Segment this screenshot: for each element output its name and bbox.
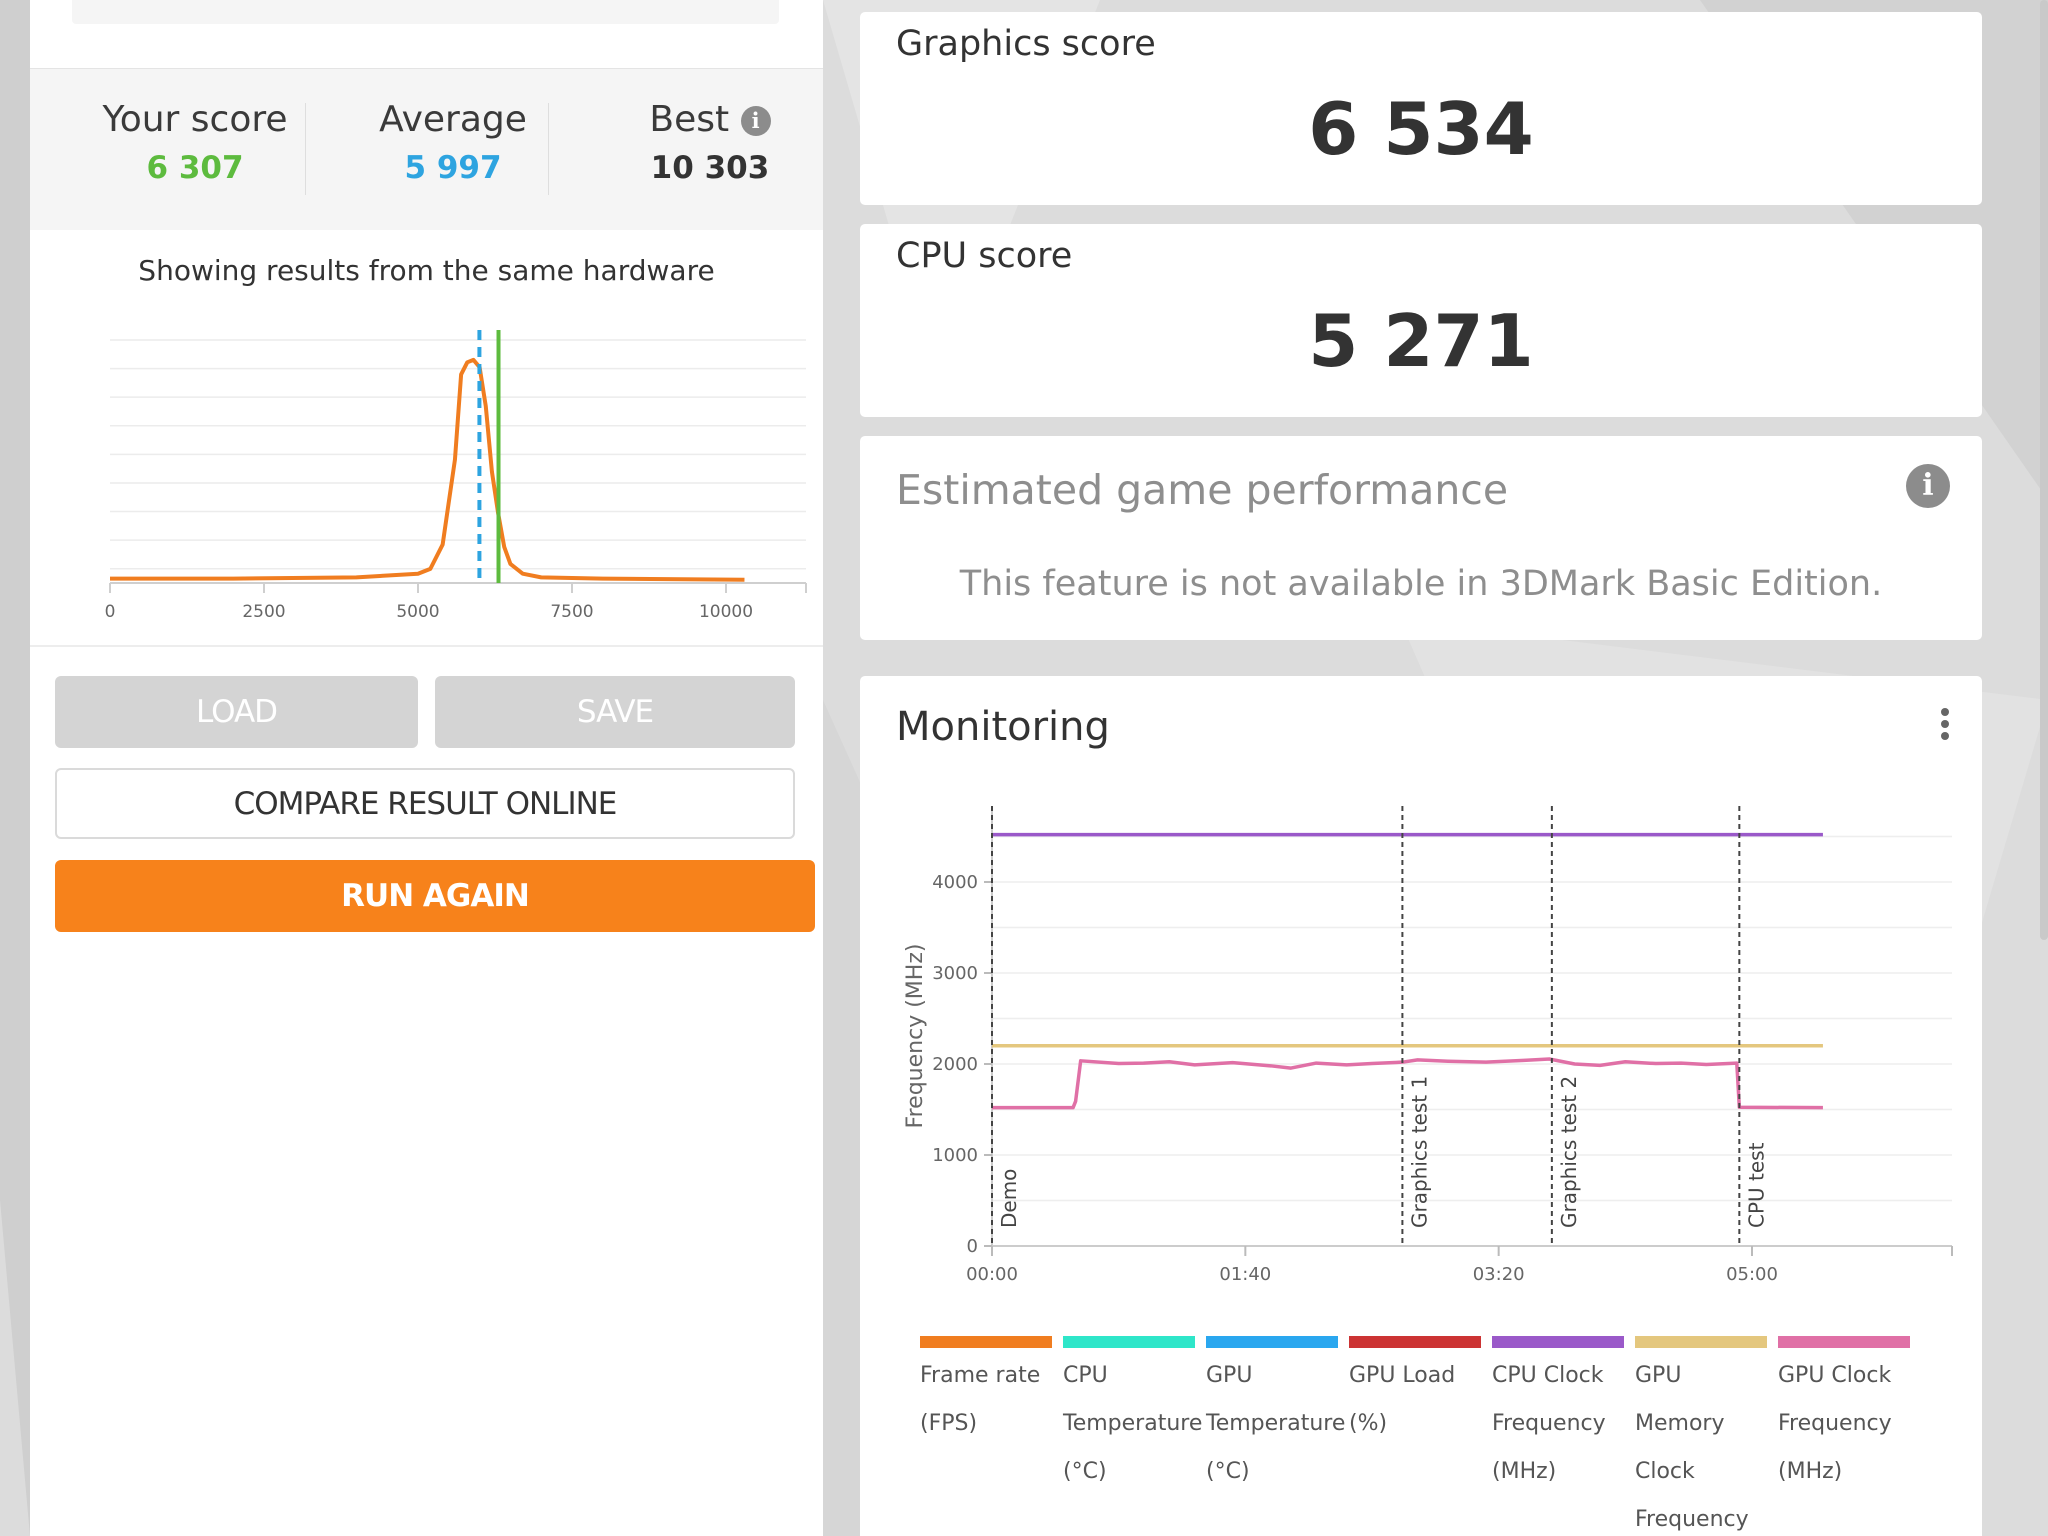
test-marker-label: Graphics test 2 bbox=[1557, 1076, 1581, 1228]
y-tick-label: 2000 bbox=[932, 1054, 978, 1075]
legend-swatch bbox=[1635, 1336, 1767, 1348]
x-tick-label: 7500 bbox=[550, 602, 593, 622]
test-marker-label: CPU test bbox=[1744, 1142, 1768, 1228]
legend-swatch bbox=[1206, 1336, 1338, 1348]
legend-item[interactable]: GPU Load (%) bbox=[1349, 1336, 1481, 1448]
column-separator bbox=[548, 103, 549, 195]
load-button[interactable]: LOAD bbox=[55, 676, 418, 748]
best-value: 10 303 bbox=[650, 150, 770, 186]
graphics-score-card: Graphics score 6 534 bbox=[860, 12, 1982, 205]
test-marker-label: Demo bbox=[997, 1169, 1021, 1228]
result-summary-panel: Your score 6 307 Average 5 997 Best i 10… bbox=[30, 0, 823, 1536]
best-score: Best i 10 303 bbox=[595, 99, 825, 186]
monitoring-title: Monitoring bbox=[896, 704, 1110, 750]
feature-unavailable-message: This feature is not available in 3DMark … bbox=[959, 564, 1883, 604]
compare-result-online-button[interactable]: COMPARE RESULT ONLINE bbox=[55, 768, 795, 839]
average-value: 5 997 bbox=[404, 150, 502, 186]
legend-item[interactable]: GPU Temperature (°C) bbox=[1206, 1336, 1346, 1496]
distribution-curve bbox=[110, 357, 745, 582]
legend-swatch bbox=[920, 1336, 1052, 1348]
run-again-button[interactable]: RUN AGAIN bbox=[55, 860, 815, 932]
best-label: Best bbox=[649, 99, 730, 140]
info-icon[interactable]: i bbox=[740, 106, 771, 136]
column-separator bbox=[305, 103, 306, 195]
legend-item[interactable]: GPU Memory Clock Frequency (MHz) bbox=[1635, 1336, 1767, 1536]
legend-label: CPU Clock Frequency (MHz) bbox=[1492, 1363, 1606, 1484]
x-tick-label: 0 bbox=[105, 602, 116, 622]
score-distribution-chart: 0 2500 5000 7500 10000 bbox=[105, 330, 807, 622]
legend-swatch bbox=[1063, 1336, 1195, 1348]
monitoring-chart: 0 1000 2000 3000 4000 Frequency (MHz) 00:00 01:… bbox=[903, 806, 1953, 1285]
y-tick-label: 4000 bbox=[932, 872, 978, 893]
score-comparison: Your score 6 307 Average 5 997 Best i 10… bbox=[30, 68, 823, 230]
x-tick-label: 00:00 bbox=[966, 1264, 1018, 1285]
cpu-score-card: CPU score 5 271 bbox=[860, 224, 1982, 417]
graphics-score-value: 6 534 bbox=[1308, 87, 1534, 171]
x-tick-label: 5000 bbox=[396, 602, 439, 622]
estimated-performance-title: Estimated game performance bbox=[896, 466, 1509, 514]
y-axis-label: Frequency (MHz) bbox=[903, 944, 928, 1129]
x-tick-label: 03:20 bbox=[1473, 1264, 1525, 1285]
legend-label: Frame rate (FPS) bbox=[920, 1363, 1041, 1436]
average-score: Average 5 997 bbox=[338, 99, 568, 186]
your-score: Your score 6 307 bbox=[80, 99, 310, 186]
x-tick-label: 01:40 bbox=[1219, 1264, 1271, 1285]
legend-label: CPU Temperature (°C) bbox=[1063, 1363, 1203, 1484]
cpu-score-label: CPU score bbox=[896, 236, 1073, 276]
legend-label: GPU Memory Clock Frequency (MHz) bbox=[1635, 1363, 1749, 1532]
legend-item[interactable]: CPU Temperature (°C) bbox=[1063, 1336, 1203, 1496]
y-tick-label: 0 bbox=[967, 1236, 978, 1257]
x-tick-label: 05:00 bbox=[1726, 1264, 1778, 1285]
scrollbar[interactable] bbox=[2040, 0, 2048, 940]
kebab-menu-icon[interactable] bbox=[1938, 708, 1952, 744]
cpu-score-value: 5 271 bbox=[1308, 299, 1534, 383]
top-strip bbox=[72, 0, 779, 24]
legend-swatch bbox=[1492, 1336, 1624, 1348]
estimated-game-performance-card: Estimated game performance i This featur… bbox=[860, 436, 1982, 640]
x-tick-label: 10000 bbox=[699, 602, 753, 622]
legend-swatch bbox=[1349, 1336, 1481, 1348]
divider bbox=[30, 645, 823, 647]
average-label: Average bbox=[379, 99, 527, 140]
your-score-label: Your score bbox=[102, 99, 288, 140]
x-tick-label: 2500 bbox=[242, 602, 285, 622]
legend-item[interactable]: Frame rate (FPS) bbox=[920, 1336, 1052, 1448]
y-tick-label: 3000 bbox=[932, 963, 978, 984]
test-marker-label: Graphics test 1 bbox=[1407, 1076, 1431, 1228]
legend-label: GPU Load (%) bbox=[1349, 1363, 1456, 1436]
legend-item[interactable]: CPU Clock Frequency (MHz) bbox=[1492, 1336, 1624, 1496]
legend-label: GPU Clock Frequency (MHz) bbox=[1778, 1363, 1892, 1484]
graphics-score-label: Graphics score bbox=[896, 24, 1156, 64]
legend-swatch bbox=[1778, 1336, 1910, 1348]
legend-label: GPU Temperature (°C) bbox=[1206, 1363, 1346, 1484]
legend-item[interactable]: GPU Clock Frequency (MHz) bbox=[1778, 1336, 1910, 1496]
hardware-note: Showing results from the same hardware bbox=[138, 254, 715, 287]
your-score-value: 6 307 bbox=[146, 150, 244, 186]
info-icon[interactable]: i bbox=[1906, 464, 1950, 508]
monitoring-card: Monitoring 0 1000 2000 3000 4000 Frequency (M… bbox=[860, 676, 1982, 1536]
y-tick-label: 1000 bbox=[932, 1145, 978, 1166]
save-button[interactable]: SAVE bbox=[435, 676, 795, 748]
